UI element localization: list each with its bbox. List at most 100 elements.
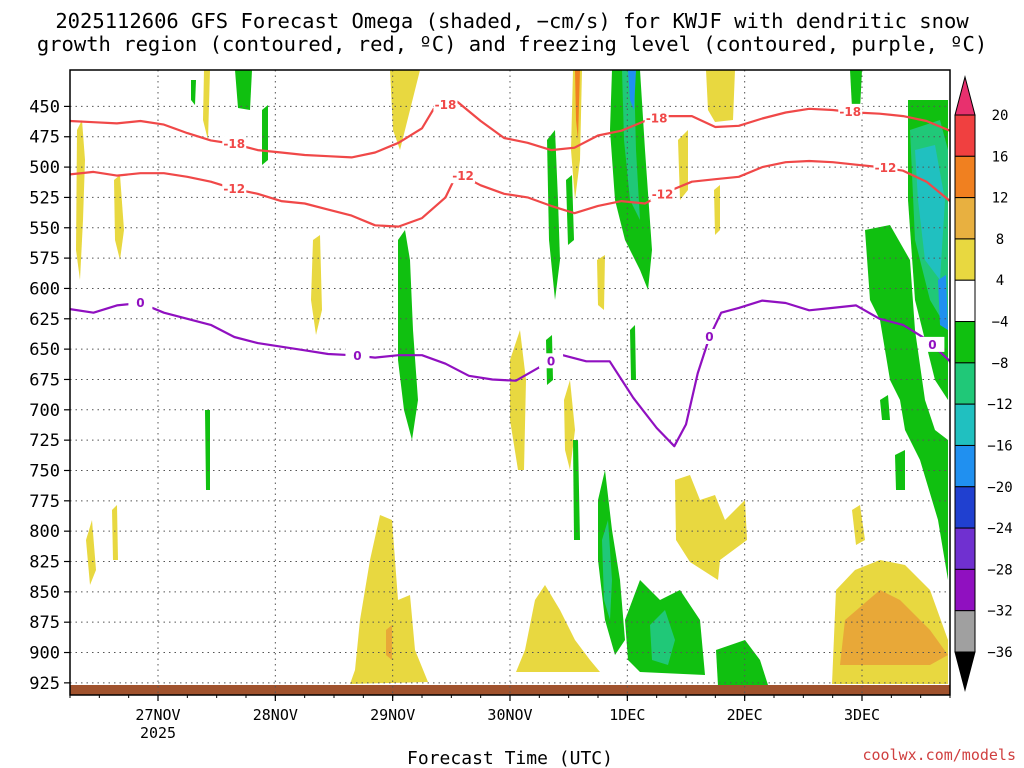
- contour-label-bg: [539, 353, 564, 369]
- y-axis: 450 475 500 525 550 575 600 625 650 675 700 725 750 7…: [29, 97, 70, 694]
- x-tick-sublabel: 2025: [140, 724, 176, 742]
- omega-region: [76, 120, 85, 280]
- contour-label-dgz_upper: -18: [223, 137, 245, 151]
- y-tick-label: 825: [29, 553, 60, 573]
- contour-label-bg: [128, 295, 153, 311]
- contour-label-bg: [222, 180, 247, 196]
- x-tick-label: 28NOV: [253, 706, 298, 724]
- omega-region: [880, 395, 890, 420]
- omega-region: [622, 70, 640, 220]
- omega-region: [716, 640, 768, 686]
- omega-region: [114, 175, 124, 260]
- omega-region: [597, 255, 605, 310]
- colorbar-label: 12: [992, 191, 1009, 207]
- x-tick-label: 30NOV: [487, 706, 532, 724]
- colorbar-label: −16: [987, 438, 1012, 454]
- contour-label-bg: [838, 103, 863, 119]
- x-axis-label: Forecast Time (UTC): [407, 748, 613, 768]
- contour-label-freezing: 0: [705, 330, 713, 344]
- x-tick-label: 2DEC: [727, 706, 763, 724]
- omega-region: [628, 70, 636, 110]
- y-tick-label: 800: [29, 522, 60, 542]
- colorbar-label: −24: [987, 521, 1012, 537]
- x-tick-label: 29NOV: [370, 706, 415, 724]
- omega-region: [547, 130, 560, 300]
- colorbar-box: [954, 279, 976, 323]
- credit-text: coolwx.com/models: [862, 746, 1016, 764]
- contour-label-dgz_lower: -12: [223, 182, 245, 196]
- omega-region: [510, 330, 526, 470]
- colorbar-label: −8: [992, 356, 1009, 372]
- contour-label-freezing: 0: [547, 354, 555, 368]
- colorbar-box: [954, 486, 976, 529]
- contour-label-bg: [222, 136, 247, 152]
- contour-label-dgz_lower: -12: [875, 161, 897, 175]
- y-tick-label: 525: [29, 188, 60, 208]
- colorbar-label: 4: [996, 273, 1004, 289]
- omega-region: [630, 325, 636, 380]
- omega-region: [235, 70, 252, 110]
- omega-region: [852, 505, 865, 545]
- contour-label-bg: [650, 186, 675, 202]
- omega-region: [350, 515, 428, 684]
- y-tick-label: 850: [29, 583, 60, 603]
- omega-region: [840, 590, 948, 665]
- y-tick-label: 875: [29, 613, 60, 633]
- omega-region: [706, 70, 735, 122]
- contour-label-dgz_lower: -12: [652, 187, 674, 201]
- y-tick-label: 775: [29, 492, 60, 512]
- contour-label-bg: [345, 347, 370, 363]
- omega-region: [865, 225, 948, 580]
- contour-label-freezing: 0: [136, 296, 144, 310]
- omega-region: [386, 625, 392, 660]
- colorbar-label: −20: [987, 480, 1012, 496]
- colorbar-label: 20: [992, 108, 1009, 124]
- colorbar-bottom-arrow: [954, 651, 976, 692]
- contour-label-freezing: 0: [353, 349, 361, 363]
- colorbar-top-arrow: [954, 75, 976, 116]
- contour-label-dgz_upper: -18: [435, 98, 457, 112]
- omega-region: [598, 470, 625, 655]
- omega-region: [398, 230, 418, 440]
- contour-label-bg: [873, 159, 898, 175]
- omega-region: [86, 520, 96, 585]
- colorbar-box: [954, 362, 976, 405]
- omega-region: [191, 80, 196, 105]
- y-tick-label: 725: [29, 431, 60, 451]
- y-tick-label: 550: [29, 219, 60, 239]
- y-tick-label: 475: [29, 128, 60, 148]
- contour-label-bg: [451, 168, 476, 184]
- omega-region: [262, 105, 268, 165]
- y-tick-label: 750: [29, 461, 60, 481]
- y-tick-label: 500: [29, 158, 60, 178]
- y-tick-label: 625: [29, 310, 60, 330]
- colorbar-box: [954, 197, 976, 240]
- omega-region: [573, 440, 580, 540]
- y-tick-label: 700: [29, 401, 60, 421]
- contour-labels: -18 -18 -18 -18 -12 -12 -12 -12 0 0 0 0 0: [128, 97, 945, 369]
- omega-region: [602, 520, 612, 620]
- contour-label-dgz_lower: -12: [452, 169, 474, 183]
- x-tick-label: 27NOV: [135, 706, 180, 724]
- omega-region: [571, 70, 582, 200]
- y-tick-label: 450: [29, 97, 60, 117]
- contour-label-freezing: 0: [928, 338, 936, 352]
- colorbar-label: −36: [987, 645, 1012, 661]
- colorbar-box: [954, 403, 976, 446]
- x-tick-label: 1DEC: [609, 706, 645, 724]
- contour-label-dgz_upper: -18: [839, 105, 861, 119]
- y-tick-label: 650: [29, 340, 60, 360]
- x-tick-label: 3DEC: [844, 706, 880, 724]
- colorbar-box: [954, 321, 976, 364]
- y-tick-label: 925: [29, 674, 60, 694]
- colorbar-label: −28: [987, 562, 1012, 578]
- y-tick-label: 575: [29, 249, 60, 269]
- omega-region: [678, 130, 688, 200]
- omega-region: [675, 475, 747, 580]
- y-tick-label: 600: [29, 279, 60, 299]
- omega-region: [390, 70, 420, 150]
- colorbar: 20 16 12 8 4 −4 −8 −12 −16 −20 −24 −28 −32 −36: [954, 75, 1013, 692]
- omega-shading: [70, 70, 950, 695]
- colorbar-label: −4: [992, 315, 1009, 331]
